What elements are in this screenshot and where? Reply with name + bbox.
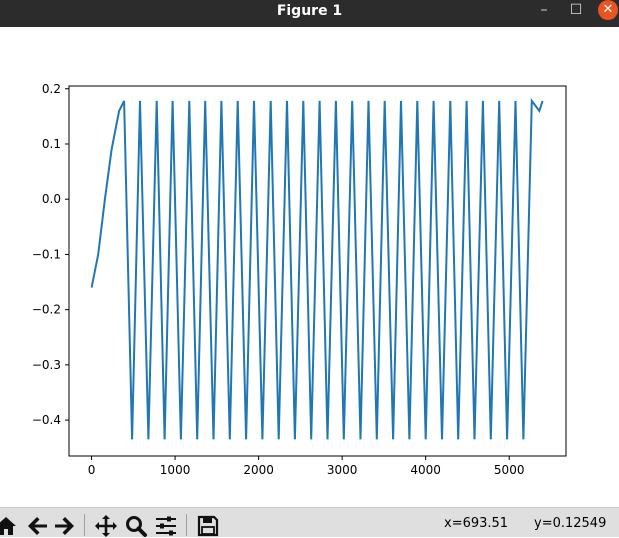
y-tick-label: −0.2 xyxy=(32,303,61,317)
y-tick-label: 0.0 xyxy=(42,192,61,206)
y-tick-label: −0.1 xyxy=(32,247,61,261)
close-button[interactable]: ✕ xyxy=(598,0,618,20)
y-tick-label: −0.3 xyxy=(32,358,61,372)
x-tick-label: 2000 xyxy=(243,463,274,477)
forward-icon[interactable] xyxy=(53,514,77,538)
figure-canvas[interactable]: 0 1000 2000 3000 4000 5000 0.2 0.1 0.0 −0.1 −0.2 −… xyxy=(0,27,619,507)
y-tick-label: 0.2 xyxy=(42,82,61,96)
window-titlebar: Figure 1 – ☐ ✕ xyxy=(0,0,619,27)
x-tick-label: 1000 xyxy=(160,463,191,477)
subplots-icon[interactable] xyxy=(154,514,178,538)
save-icon[interactable] xyxy=(196,514,220,538)
x-tick-label: 3000 xyxy=(327,463,358,477)
toolbar-separator xyxy=(84,514,85,536)
x-coordinate-readout: x=693.51 xyxy=(444,516,509,531)
x-tick-label: 4000 xyxy=(410,463,441,477)
back-icon[interactable] xyxy=(25,514,49,538)
x-tick-label: 5000 xyxy=(494,463,525,477)
maximize-button[interactable]: ☐ xyxy=(569,2,583,18)
toolbar-separator xyxy=(186,514,187,536)
x-tick-label: 0 xyxy=(88,463,96,477)
y-tick-label: 0.1 xyxy=(42,137,61,151)
line-chart: 0 1000 2000 3000 4000 5000 0.2 0.1 0.0 −0.1 −0.2 −… xyxy=(32,82,567,477)
y-tick-label: −0.4 xyxy=(32,413,61,427)
series-line xyxy=(90,97,544,440)
window-title: Figure 1 xyxy=(276,3,343,19)
y-coordinate-readout: y=0.12549 xyxy=(534,516,607,531)
minimize-button[interactable]: – xyxy=(540,2,548,18)
zoom-icon[interactable] xyxy=(124,514,148,538)
home-icon[interactable] xyxy=(0,514,18,538)
pan-icon[interactable] xyxy=(94,514,118,538)
navigation-toolbar: x=693.51 y=0.12549 xyxy=(0,507,619,537)
